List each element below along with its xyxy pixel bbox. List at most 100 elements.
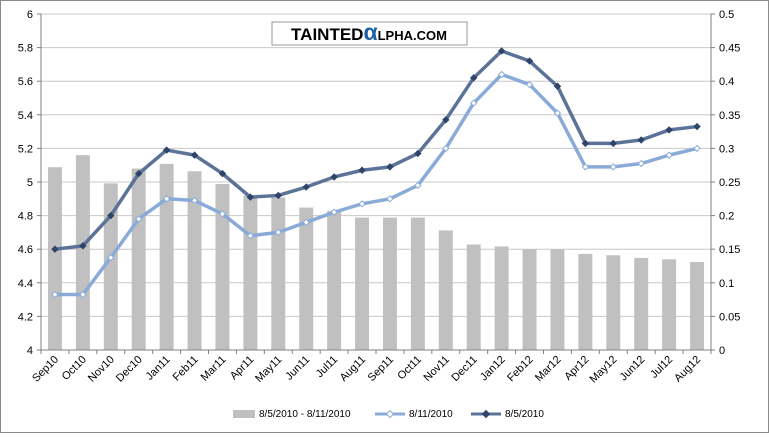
line-8-5-point [107,211,115,220]
line-8-11-point [79,290,87,299]
bar [103,183,118,350]
right-tick-label: 0.4 [719,76,734,88]
line-8-11-point [330,208,338,216]
bar [550,249,565,350]
x-tick-label: Apr12 [562,354,591,383]
line-8-5-point [79,242,87,250]
watermark: TAINTEDαLPHA.COM [271,19,468,46]
line-8-11-point [581,163,590,171]
bar [662,259,677,350]
line-8-11-point [358,200,366,208]
line-8-11-point [553,109,562,117]
bar [690,261,705,350]
legend-label-8-5: 8/5/2010 [505,409,544,420]
bar [494,246,509,350]
line-8-5-point [218,169,227,178]
bar [466,244,481,350]
line-8-5-point [246,193,255,201]
x-tick-label: May11 [253,354,284,385]
line-8-5-point [553,82,562,90]
left-tick-label: 5 [27,177,33,189]
bar [578,253,593,350]
legend-label-bars: 8/5/2010 - 8/11/2010 [259,409,351,420]
right-tick-label: 0.1 [719,278,734,290]
line-8-5-point [274,191,282,200]
line-8-11-point [162,195,171,203]
line-series [51,47,701,299]
line-8-5-point [497,47,506,55]
x-tick-label: Nov11 [422,354,452,384]
legend-label-8-11: 8/11/2010 [409,409,453,420]
x-tick-label: Dec11 [449,354,479,384]
line-8-5-point [330,173,338,181]
bar [271,197,286,350]
legend-item-8-5: 8/5/2010 [471,409,544,420]
legend-marker-8-5 [481,409,491,419]
bar [355,217,370,350]
x-tick-label: Nov10 [86,354,117,385]
bar [299,207,314,350]
x-tick-label: Jan11 [144,354,173,383]
x-tick-label: Oct10 [60,354,89,383]
x-tick-label: Dec10 [114,354,145,385]
x-tick-label: Apr11 [228,354,257,383]
right-tick-label: 0.25 [719,177,740,189]
line-8-11-point [246,232,255,240]
legend-item-8-11: 8/11/2010 [375,409,453,420]
x-tick-label: Sep10 [30,354,61,385]
line-8-11-point [302,218,310,227]
line-8-5-point [162,146,171,154]
bar [187,171,202,350]
line-8-5-point [693,122,701,131]
line-8-11-point [218,210,227,218]
x-tick-label: Aug12 [672,354,703,385]
line-8-11-point [274,228,282,237]
legend-swatch-bars [233,410,255,418]
bar [522,249,537,350]
left-tick-label: 4.6 [18,244,33,256]
legend: 8/5/2010 - 8/11/2010 8/11/2010 8/5/2010 [233,409,544,420]
line-8-5-point [135,169,143,178]
line-8-5 [54,49,698,251]
bar [47,167,62,350]
line-8-5-point [414,149,422,158]
right-tick-label: 0.5 [719,9,734,21]
x-tick-label: Aug11 [338,354,368,384]
x-tick-label: Jul12 [648,354,675,381]
line-8-5-point [386,163,394,171]
legend-item-bars: 8/5/2010 - 8/11/2010 [233,409,351,420]
line-8-5-point [302,183,310,191]
line-8-11-point [525,80,534,89]
right-tick-label: 0 [719,345,725,357]
x-tick-label: Jul11 [314,354,341,381]
left-tick-label: 4.8 [18,211,33,223]
bar [382,217,397,350]
x-tick-label: Jun12 [618,354,648,384]
bar [327,210,342,350]
line-8-11-point [609,163,617,171]
left-tick-label: 6 [27,9,33,21]
bar [243,195,258,350]
left-tick-label: 5.8 [18,43,33,55]
left-tick-label: 4.4 [18,278,33,290]
bar [606,255,621,350]
line-8-11-point [51,290,59,299]
line-8-11-point [442,144,450,153]
line-8-11-point [135,215,143,223]
x-tick-label: Jan12 [478,354,508,384]
x-tick-label: Mar12 [533,354,564,385]
left-tick-label: 4 [27,345,33,357]
line-8-5-point [637,136,645,144]
line-8-5-point [581,139,590,148]
bar [410,217,425,350]
gridlines [41,13,711,351]
line-8-11-point [107,253,115,262]
right-tick-label: 0.45 [719,43,740,55]
bar [75,155,90,350]
line-8-11-point [190,196,199,205]
x-tick-label: Jun11 [283,354,312,383]
x-tick-label: Sep11 [366,354,396,384]
x-tick-label: Feb11 [171,354,201,384]
